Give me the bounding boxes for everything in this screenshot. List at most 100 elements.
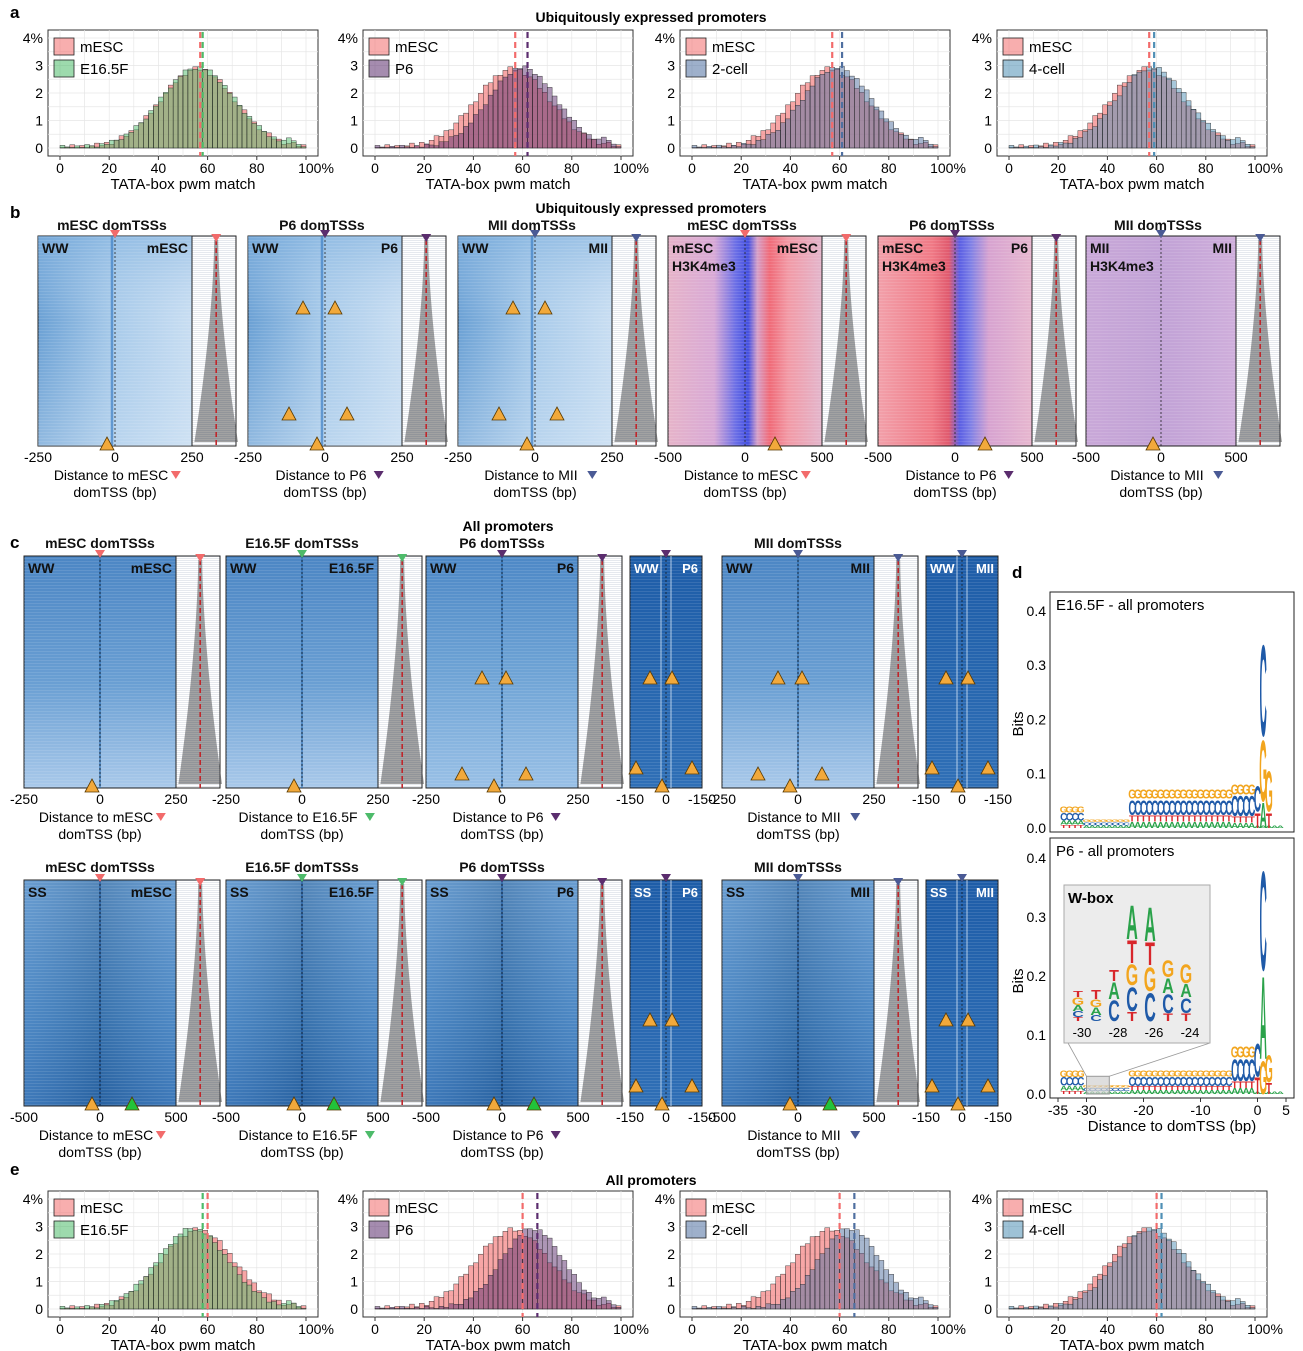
inset-tick-label: -24 <box>1181 1025 1200 1040</box>
x-tick-label: 60 <box>832 160 848 176</box>
bar-compare <box>428 1307 435 1310</box>
logo-letter: T <box>1180 814 1186 823</box>
bar-compare <box>153 105 159 149</box>
logo-letter: A <box>1128 821 1135 830</box>
logo-letter: A <box>1260 825 1268 829</box>
bar-compare <box>69 147 75 149</box>
logo-letter: T <box>1215 1086 1221 1092</box>
logo-letter: A <box>1225 821 1232 830</box>
heatmap-panel: SS MII MII domTSSs -500 0 500 Distance to MIId… <box>708 859 1012 1160</box>
domtss-marker <box>1255 234 1266 242</box>
bar-compare <box>300 146 307 149</box>
bar-compare <box>502 1253 509 1310</box>
logo-letter: G <box>1077 1069 1085 1080</box>
annotation-triangle <box>99 436 115 451</box>
logo-letter: G <box>1231 782 1239 798</box>
panel-letter-e: e <box>10 1160 19 1179</box>
bar-compare <box>1067 1303 1074 1310</box>
heatmap-right-label: P6 <box>557 560 574 576</box>
logo-letter: A <box>1197 1089 1205 1095</box>
bar-compare <box>177 76 184 149</box>
bar-compare <box>898 134 904 149</box>
logo-letter: G <box>1237 1043 1245 1061</box>
y-tick-label: 2 <box>350 85 358 101</box>
y-tick-label: 0.3 <box>1027 657 1047 673</box>
x-axis-label: domTSS (bp) <box>1119 484 1202 500</box>
logo-letter: G <box>1123 819 1131 823</box>
tss-texture <box>192 236 236 446</box>
annotation-triangle <box>950 1096 966 1111</box>
logo-letter: C <box>1185 796 1192 820</box>
bar-compare <box>1023 145 1029 149</box>
logo-letter: A <box>1254 825 1262 829</box>
bar-compare <box>586 134 592 149</box>
bar-compare <box>300 1308 307 1310</box>
domtss-marker <box>793 874 803 882</box>
logo-letter: T <box>1158 814 1164 823</box>
x-tick-label: -20 <box>1133 1102 1153 1118</box>
x-tick-label: 0 <box>498 1109 506 1125</box>
histogram-panel: mESC E16.5F 0 20 40 60 80 100% 0 1 2 3 4% TATA-box pw… <box>23 1190 334 1351</box>
heatmap-row-b: WW mESC mESC domTSSs -250 0 250 Distance to mE… <box>24 217 1282 500</box>
heatmap-title: E16.5F domTSSs <box>245 535 359 551</box>
x-axis-label: Distance to P6 <box>452 809 543 825</box>
bar-compare <box>918 137 924 149</box>
legend-swatch <box>1002 59 1024 78</box>
y-tick-label: 0 <box>35 140 43 156</box>
logo-letter: A <box>1260 951 1267 1083</box>
bar-compare <box>384 1308 390 1310</box>
logo-letter: G <box>1088 819 1096 823</box>
x-tick-label: 500 <box>810 449 834 465</box>
x-tick-label: -500 <box>412 1109 440 1125</box>
logo-letter: G <box>1259 724 1267 821</box>
logo-letter: A <box>1208 821 1215 830</box>
bar-compare <box>691 1306 698 1310</box>
y-tick-label: 0.2 <box>1027 968 1047 984</box>
logo-letter: C <box>1174 1076 1182 1089</box>
bar-compare <box>1156 67 1162 149</box>
y-tick-label: 2 <box>35 1246 43 1262</box>
bar-compare <box>736 146 742 149</box>
bar-compare <box>542 83 548 149</box>
x-tick-label: 250 <box>164 791 188 807</box>
bar-compare <box>453 135 459 149</box>
logo-letter: G <box>1191 787 1199 802</box>
x-tick-label: -500 <box>10 1109 38 1125</box>
logo-letter: T <box>1140 1086 1146 1092</box>
y-tick-label: 4% <box>972 30 992 46</box>
logo-letter: T <box>1135 1086 1141 1092</box>
heatmap-right-label: mESC <box>777 240 818 256</box>
logo-letter: T <box>1209 1086 1215 1092</box>
logo-letter: T <box>1249 1080 1255 1091</box>
logo-letter: C <box>1134 1076 1142 1089</box>
logo-letter: G <box>1202 1070 1210 1079</box>
bar-compare <box>271 136 277 149</box>
heatmap-panel: WW MII MII domTSSs -250 0 250 Distance to MIId… <box>708 535 1012 842</box>
bar-compare <box>601 136 607 149</box>
heatmap-right-label: E16.5F <box>329 560 375 576</box>
bar-compare <box>59 145 66 149</box>
bar-compare <box>923 140 929 149</box>
bar-compare <box>89 145 95 149</box>
logo-letter: A <box>1071 1084 1078 1092</box>
bar-compare <box>741 143 747 149</box>
bar-compare <box>731 145 737 149</box>
bar-compare <box>615 1307 622 1310</box>
legend-swatch <box>368 37 390 56</box>
logo-letter: C <box>1060 812 1068 823</box>
annotation-triangle <box>977 436 993 451</box>
logo-letter: G <box>1174 787 1182 802</box>
bar-compare <box>829 1238 835 1310</box>
logo-letter: C <box>1225 1076 1233 1089</box>
heatmap-title: mESC domTSSs <box>687 217 797 233</box>
annotation-triangle <box>794 670 810 685</box>
inset-logo-letter: G <box>1144 960 1156 999</box>
logo-letter: G <box>1066 805 1074 814</box>
logo-letter: T <box>1215 814 1221 823</box>
bar-compare <box>118 1299 125 1310</box>
bar-compare <box>615 146 622 149</box>
legend-label: mESC <box>712 39 756 56</box>
logo-letter: C <box>1111 821 1119 826</box>
legend-swatch <box>685 1198 707 1217</box>
inset-logo-letter: T <box>1091 988 1101 1002</box>
